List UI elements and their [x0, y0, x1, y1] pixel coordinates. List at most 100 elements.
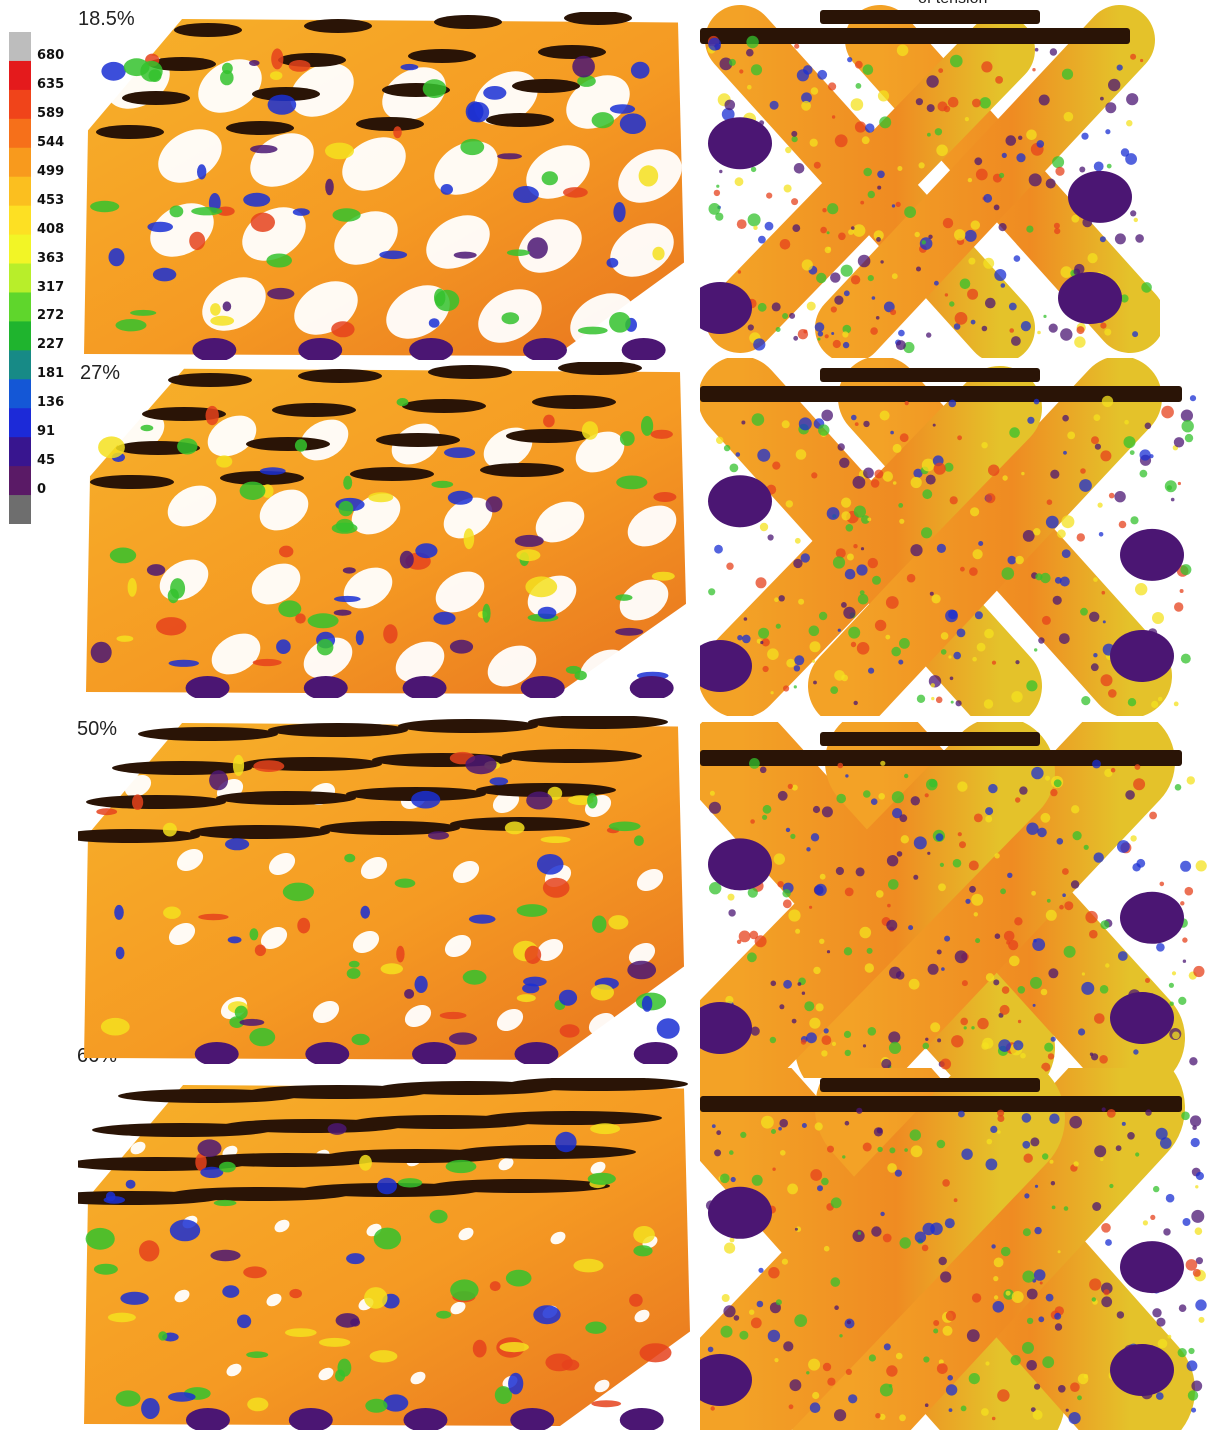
ct-speckle	[1040, 988, 1048, 996]
cut-face	[476, 783, 616, 797]
ct-speckle	[1116, 1311, 1125, 1319]
ct-speckle	[1181, 1111, 1190, 1121]
ct-speckle	[1045, 1293, 1054, 1302]
ct-speckle	[930, 683, 935, 688]
cut-plate	[820, 10, 1040, 24]
ct-speckle	[1159, 881, 1165, 887]
ct-speckle	[1026, 225, 1034, 233]
base-node	[514, 1042, 559, 1064]
ct-speckle	[890, 309, 897, 316]
stress-hotspot	[239, 1018, 265, 1026]
ct-speckle	[1174, 784, 1182, 791]
stress-hotspot	[243, 1266, 267, 1279]
ct-speckle	[1058, 1385, 1066, 1393]
lattice-void	[268, 852, 296, 876]
ct-speckle	[873, 230, 884, 241]
ct-speckle	[1040, 572, 1051, 584]
ct-speckle	[862, 1142, 872, 1152]
ct-speckle	[1114, 491, 1126, 503]
ct-speckle	[1189, 1057, 1198, 1066]
stress-hotspot	[198, 913, 229, 921]
stress-hotspot	[608, 915, 629, 930]
ct-speckle	[969, 885, 976, 893]
ct-speckle	[1041, 1062, 1051, 1072]
ct-speckle	[1013, 1040, 1024, 1051]
ct-speckle	[1061, 549, 1071, 558]
cut-face	[538, 45, 606, 59]
ct-speckle	[816, 272, 827, 284]
ct-speckle	[1008, 302, 1017, 311]
cut-face	[190, 825, 330, 839]
ct-speckle	[1169, 1001, 1174, 1006]
ct-speckle	[1078, 1028, 1086, 1036]
stress-hotspot	[536, 854, 564, 875]
ct-speckle	[708, 203, 721, 215]
ct-speckle	[953, 651, 961, 660]
ct-speckle	[834, 134, 848, 148]
ct-speckle	[1135, 234, 1144, 243]
ct-speckle	[723, 1305, 736, 1318]
base-node	[520, 676, 565, 698]
ct-speckle	[960, 1405, 967, 1412]
stress-hotspot	[629, 1293, 643, 1307]
ct-speckle	[1011, 1291, 1024, 1303]
ct-speckle	[755, 577, 767, 589]
stress-hotspot	[633, 1245, 653, 1257]
lattice-void	[303, 637, 353, 679]
ct-speckle	[1033, 528, 1041, 536]
cut-face	[434, 15, 502, 29]
ct-speckle	[1187, 1390, 1199, 1401]
ct-speckle	[863, 420, 870, 428]
ct-speckle	[851, 414, 857, 421]
stress-hotspot	[254, 944, 266, 957]
lattice-void	[124, 774, 152, 798]
ct-speckle	[843, 1030, 852, 1038]
ct-speckle	[729, 1150, 734, 1155]
ct-speckle	[728, 58, 736, 66]
ct-speckle	[1077, 1373, 1089, 1385]
ct-speckle	[848, 229, 854, 235]
ct-speckle	[1017, 986, 1026, 994]
stress-hotspot	[152, 267, 177, 282]
ct-speckle	[965, 898, 971, 904]
ct-speckle	[793, 558, 803, 569]
ct-speckle	[813, 966, 821, 975]
ct-speckle	[1091, 1297, 1096, 1302]
ct-speckle	[985, 973, 995, 982]
ct-speckle	[853, 505, 866, 518]
ct-speckle	[750, 1026, 760, 1036]
ct-speckle	[747, 952, 757, 963]
ct-speckle	[1142, 1220, 1148, 1226]
powder-cluster	[708, 117, 772, 170]
ct-speckle	[847, 57, 853, 63]
ct-speckle	[1117, 840, 1130, 853]
ct-speckle	[818, 611, 828, 621]
stress-hotspot	[633, 835, 644, 846]
ct-speckle	[1079, 479, 1092, 492]
cut-face	[482, 1111, 662, 1125]
ct-speckle	[916, 266, 921, 272]
ct-speckle	[958, 1110, 965, 1118]
legend-tick-label: 499	[37, 163, 65, 179]
stress-hotspot	[489, 777, 509, 786]
ct-speckle	[1043, 314, 1047, 318]
ct-speckle	[1091, 436, 1099, 445]
ct-speckle	[737, 635, 743, 641]
ct-speckle	[1006, 940, 1011, 945]
lattice-void	[536, 938, 564, 962]
ct-speckle	[770, 980, 777, 987]
density-label-18-5: 18.5%	[78, 8, 135, 30]
ct-speckle	[832, 339, 841, 349]
ct-speckle	[856, 564, 868, 576]
ct-speckle	[1022, 1228, 1031, 1237]
ct-speckle	[1092, 1202, 1102, 1211]
ct-speckle	[1050, 788, 1058, 797]
ct-speckle	[785, 146, 792, 154]
ct-speckle	[710, 1406, 715, 1411]
ct-speckle	[1085, 910, 1098, 924]
ct-speckle	[991, 1416, 996, 1421]
ct-speckle	[895, 201, 901, 207]
ct-speckle	[778, 595, 785, 602]
simulation-panel-row4	[78, 1078, 696, 1430]
ct-speckle	[1135, 1152, 1140, 1157]
